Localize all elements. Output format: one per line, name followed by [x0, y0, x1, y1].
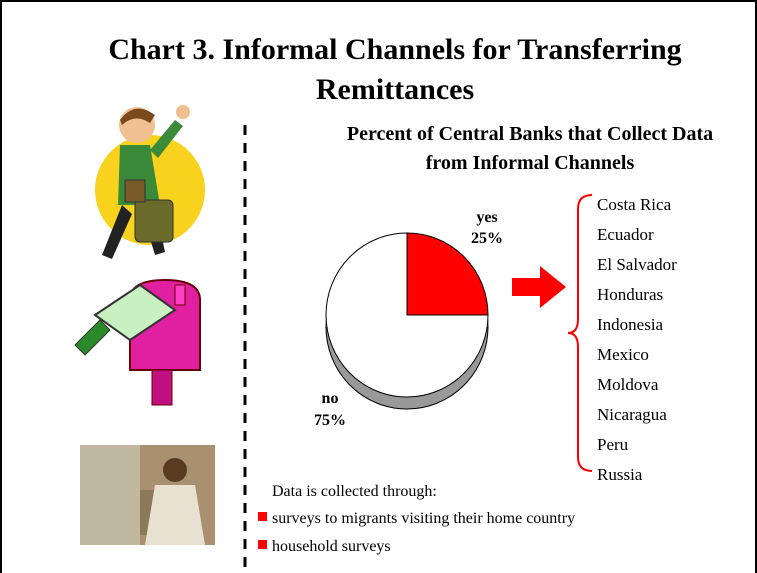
- mailbox-illustration: [74, 278, 201, 406]
- country: Peru: [597, 435, 629, 454]
- slice-category: no: [322, 390, 339, 407]
- country: Russia: [597, 465, 643, 484]
- slice-value-label: 25%: [471, 230, 503, 247]
- country: El Salvador: [597, 255, 677, 274]
- slice-category: yes: [476, 209, 497, 226]
- bullet: [258, 512, 267, 521]
- traveler-illustration: [95, 105, 205, 259]
- slide-title: Chart 3. Informal Channels for Transferr…: [108, 33, 682, 106]
- pie-slice: [325, 232, 489, 398]
- slice-value-label: 75%: [314, 412, 346, 429]
- country: Ecuador: [597, 225, 654, 244]
- country: Indonesia: [597, 315, 664, 334]
- chart-title: Percent of Central Banks that Collect Da…: [346, 123, 714, 174]
- pie-slice: [406, 232, 489, 316]
- note-item: household surveys: [272, 538, 391, 555]
- country: Moldova: [597, 375, 659, 394]
- country: Nicaragua: [597, 405, 667, 424]
- arrow: [512, 266, 566, 308]
- country: Costa Rica: [597, 195, 672, 214]
- note-item: surveys to migrants visiting their home …: [272, 510, 575, 527]
- brace: [567, 194, 593, 472]
- notes-heading: Data is collected through:: [272, 483, 437, 500]
- photo: [80, 445, 215, 545]
- bullet: [258, 540, 267, 549]
- country: Honduras: [597, 285, 663, 304]
- country: Mexico: [597, 345, 649, 364]
